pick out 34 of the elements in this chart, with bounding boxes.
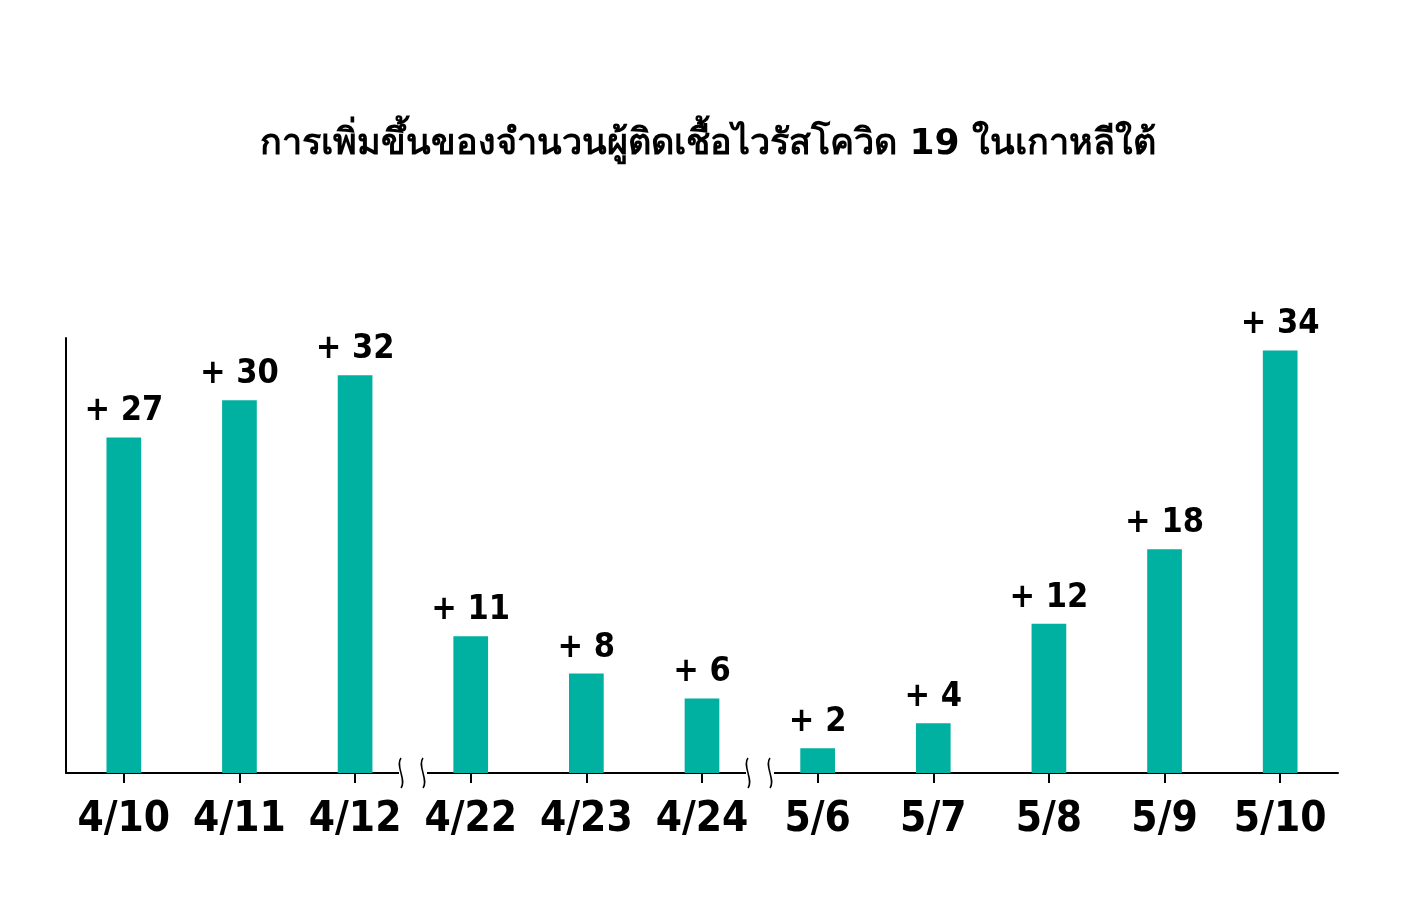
data-label: + 27 [84, 388, 164, 429]
x-tick-label: 4/11 [193, 791, 286, 841]
bar [1147, 549, 1182, 773]
data-label: + 4 [904, 674, 963, 715]
x-tick-label: 5/8 [1015, 791, 1083, 841]
x-tick-label: 4/10 [77, 791, 171, 841]
bar [915, 723, 951, 773]
x-tick-label: 5/10 [1233, 791, 1327, 841]
data-label: + 34 [1240, 301, 1320, 342]
bar [106, 437, 142, 773]
data-label: + 30 [200, 351, 279, 392]
bar [1262, 350, 1298, 773]
bar [800, 748, 835, 773]
bar [684, 698, 720, 773]
chart-title: การเพิ่มขึ้นของจำนวนผู้ติดเชื้อไวรัสโควิด 19 ในเกาหลีใต้ [259, 114, 1157, 165]
data-label: + 8 [557, 624, 616, 665]
bar [1031, 623, 1067, 773]
x-tick-label: 5/7 [900, 791, 967, 841]
x-tick-label: 4/24 [655, 791, 749, 841]
data-label: + 2 [788, 699, 847, 740]
data-label: + 32 [315, 326, 395, 367]
data-label: + 6 [673, 649, 731, 690]
data-label: + 18 [1125, 500, 1204, 541]
x-tick-label: 4/22 [424, 791, 518, 841]
bar [222, 400, 257, 773]
x-tick-label: 4/23 [540, 791, 633, 841]
bar [453, 636, 489, 773]
data-label: + 12 [1009, 574, 1089, 615]
x-tick-label: 5/6 [784, 791, 851, 841]
bar [337, 375, 373, 773]
x-tick-label: 4/12 [308, 791, 402, 841]
x-tick-label: 5/9 [1131, 791, 1198, 841]
data-label: + 11 [431, 587, 511, 628]
bar [569, 673, 604, 773]
